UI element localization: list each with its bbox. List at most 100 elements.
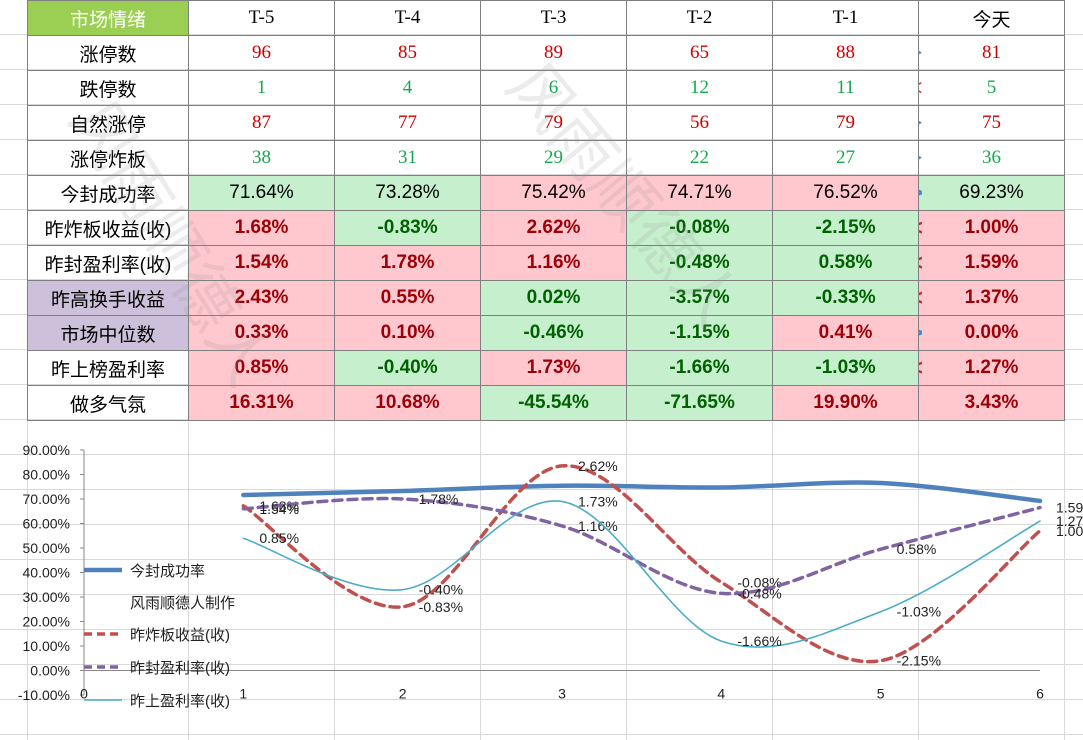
table-cell: -1.66% (626, 350, 773, 386)
data-label: 1.78% (419, 491, 459, 507)
cell-value: -1.03% (815, 357, 876, 378)
table-row: 涨停炸板 38 31 29 22 27 >36 (27, 140, 1065, 176)
table-cell: 2.62% (480, 210, 627, 246)
cell-value: -0.46% (523, 322, 584, 343)
cell-value: 1.16% (526, 252, 581, 273)
cell-value: 36 (982, 147, 1001, 168)
row-label: 今封成功率 (27, 175, 189, 211)
gridline-v (1064, 0, 1065, 740)
y-tick-label: 90.00% (23, 442, 70, 458)
table-cell: 0.58% (772, 245, 919, 281)
legend-entry: 昨上盈利率(收) (130, 693, 230, 710)
table-cell: -71.65% (626, 385, 773, 421)
table-cell: 0.33% (188, 315, 335, 351)
row-label: 昨高换手收益 (27, 280, 189, 316)
cell-value: 0.85% (234, 357, 289, 378)
table-cell: 0.10% (334, 315, 481, 351)
series-line-3 (241, 496, 1042, 596)
table-cell: 1.54% (188, 245, 335, 281)
column-header: T-2 (626, 0, 773, 36)
cell-value: 12 (690, 77, 709, 98)
table-cell: 1.68% (188, 210, 335, 246)
table-cell: 10.68% (334, 385, 481, 421)
row-label: 自然涨停 (27, 105, 189, 141)
cell-value: 11 (836, 77, 855, 98)
cell-value: 1.59% (964, 252, 1019, 273)
row-label: 涨停数 (27, 35, 189, 71)
y-tick-label: 80.00% (23, 467, 70, 483)
cell-value: 0.00% (964, 322, 1019, 343)
table-row: 自然涨停 87 77 79 56 79 >75 (27, 105, 1065, 141)
cell-value: 31 (398, 147, 417, 168)
cell-value: 75.42% (521, 182, 586, 203)
table-cell: -0.08% (626, 210, 773, 246)
table-cell: -3.57% (626, 280, 773, 316)
cell-value: 2.43% (234, 287, 289, 308)
table-cell: 85 (334, 35, 481, 71)
data-label: 1.27% (1056, 513, 1083, 529)
data-label: -1.03% (897, 604, 941, 620)
cell-value: -0.40% (377, 357, 438, 378)
x-tick-label: 4 (717, 686, 725, 702)
cell-value: 1.27% (964, 357, 1019, 378)
table-cell: 65 (626, 35, 773, 71)
table-row: 做多气氛 16.31% 10.68% -45.54% -71.65% 19.90% 3.43… (27, 385, 1065, 421)
cell-value: 75 (982, 112, 1001, 133)
cell-value: 74.71% (667, 182, 732, 203)
x-tick-label: 0 (80, 686, 88, 702)
cell-value: 81 (982, 42, 1001, 63)
table-cell: <1.37% (918, 280, 1065, 316)
table-header-row: 市场情绪 T-5 T-4 T-3 T-2 T-1 今天 (27, 0, 1065, 36)
cell-value: 56 (690, 112, 709, 133)
gridline-h (0, 734, 1083, 735)
cell-value: 0.58% (818, 252, 873, 273)
cell-value: -45.54% (518, 392, 589, 413)
table-cell: >69.23% (918, 175, 1065, 211)
table-row: 昨炸板收益(收) 1.68% -0.83% 2.62% -0.08% -2.15% <1.0… (27, 210, 1065, 246)
table-row: 跌停数 1 4 6 12 11 <5 (27, 70, 1065, 106)
x-tick-label: 2 (399, 686, 407, 702)
table-cell: 1.78% (334, 245, 481, 281)
cell-value: 69.23% (959, 182, 1024, 203)
table-row: 昨高换手收益 2.43% 0.55% 0.02% -3.57% -0.33% <1.37% (27, 280, 1065, 316)
table-cell: 31 (334, 140, 481, 176)
table-cell: 11 (772, 70, 919, 106)
table-cell: -1.15% (626, 315, 773, 351)
table-cell: 4 (334, 70, 481, 106)
table-cell: -0.83% (334, 210, 481, 246)
table-cell: 0.85% (188, 350, 335, 386)
table-cell: 74.71% (626, 175, 773, 211)
table-cell: >36 (918, 140, 1065, 176)
data-label: 2.62% (578, 458, 618, 474)
cell-value: -0.08% (669, 217, 730, 238)
row-label: 跌停数 (27, 70, 189, 106)
cell-value: -0.83% (377, 217, 438, 238)
table-cell: <5 (918, 70, 1065, 106)
cell-value: 77 (398, 112, 417, 133)
row-label: 做多气氛 (27, 385, 189, 421)
y-tick-label: 20.00% (23, 614, 70, 630)
cell-value: 73.28% (375, 182, 440, 203)
legend-note: 风雨顺德人制作 (130, 594, 235, 612)
table-cell: 76.52% (772, 175, 919, 211)
data-label: -0.40% (419, 582, 463, 598)
less-than-icon: < (920, 252, 923, 274)
cell-value: 85 (398, 42, 417, 63)
table-row: 涨停数 96 85 89 65 88 >81 (27, 35, 1065, 71)
table-cell: <1.00% (918, 210, 1065, 246)
table-cell: 12 (626, 70, 773, 106)
cell-value: 1.68% (234, 217, 289, 238)
column-header: T-4 (334, 0, 481, 36)
cell-value: 2.62% (526, 217, 581, 238)
legend-entry: 今封成功率 (130, 563, 205, 580)
cell-value: 0.41% (818, 322, 873, 343)
cell-value: -0.48% (669, 252, 730, 273)
row-label: 昨封盈利率(收) (27, 245, 189, 281)
y-tick-label: 10.00% (23, 638, 70, 654)
less-than-icon: < (920, 77, 923, 99)
cell-value: 76.52% (813, 182, 878, 203)
cell-value: -1.66% (669, 357, 730, 378)
table-cell: 96 (188, 35, 335, 71)
line-chart: 90.00%80.00%70.00%60.00%50.00%40.00%30.0… (18, 442, 1083, 710)
cell-value: 65 (690, 42, 709, 63)
